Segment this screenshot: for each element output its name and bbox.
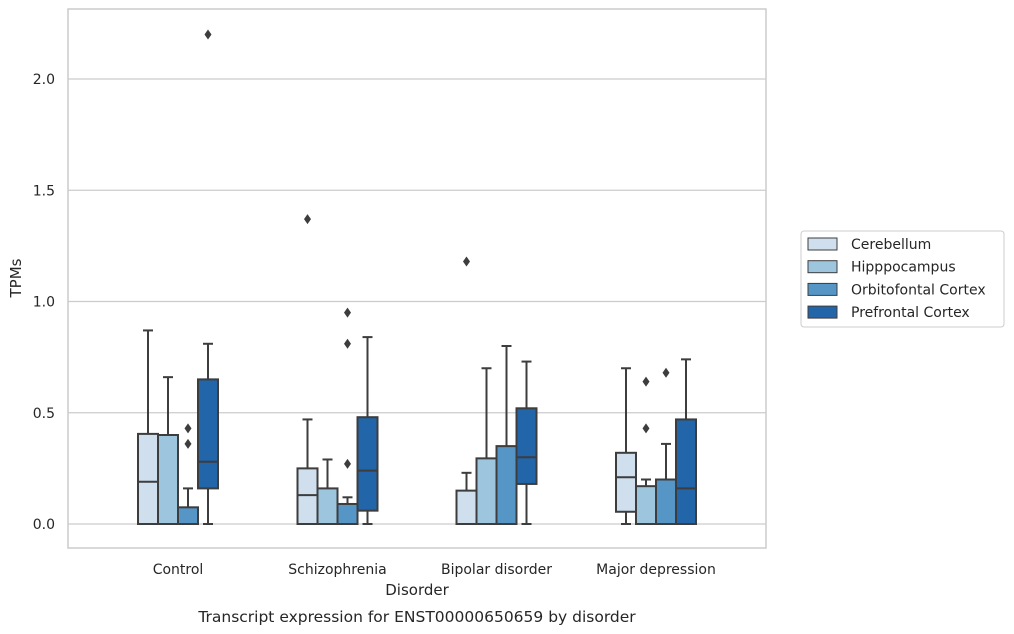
legend: Cerebellum Hipppocampus Orbitofontal Corte…	[800, 230, 1005, 328]
outlier-point	[204, 29, 212, 40]
box-cerebellum	[137, 329, 159, 526]
legend-swatch	[807, 282, 838, 296]
x-tick-label: Schizophrenia	[288, 562, 386, 578]
box-hipppocampus	[316, 458, 339, 525]
box-iqr	[615, 451, 637, 513]
y-axis-title: TPMs	[7, 258, 25, 298]
outlier-point	[642, 376, 650, 387]
plot-frame	[67, 8, 767, 549]
outlier-point	[642, 423, 650, 434]
outlier-point	[344, 307, 351, 318]
plot-area	[68, 9, 766, 548]
outlier-point	[344, 338, 351, 349]
box-iqr	[455, 489, 478, 525]
box-orbitofontal-cortex	[336, 307, 359, 526]
x-tick-label: Control	[153, 562, 204, 578]
y-tick-label: 1.0	[33, 295, 55, 311]
box-iqr	[157, 434, 179, 525]
box-iqr	[316, 487, 339, 525]
y-tick-labels: 0.0 0.5 1.0 1.5 2.0	[33, 72, 55, 533]
x-tick-labels: Control Schizophrenia Bipolar disorder Majo…	[153, 562, 716, 578]
box-iqr	[675, 418, 697, 525]
box-iqr	[475, 457, 498, 525]
box-iqr	[137, 432, 159, 526]
box-hipppocampus	[157, 376, 179, 525]
outlier-point	[184, 423, 192, 434]
outlier-point	[304, 214, 311, 225]
x-axis-title: Disorder	[385, 581, 449, 599]
box-prefrontal-cortex	[197, 29, 219, 525]
y-tick-label: 1.5	[33, 183, 55, 199]
legend-swatch	[807, 260, 838, 274]
box-iqr	[495, 445, 518, 525]
box-iqr	[197, 378, 219, 490]
box-iqr	[177, 506, 199, 525]
box-orbitofontal-cortex	[177, 423, 199, 525]
legend-label: Orbitofontal Cortex	[851, 282, 986, 298]
box-iqr	[356, 416, 379, 512]
outlier-point	[463, 256, 470, 267]
chart-caption: Transcript expression for ENST0000065065…	[197, 608, 636, 626]
outlier-point	[184, 438, 192, 449]
box-iqr	[515, 407, 538, 485]
box-hipppocampus	[635, 376, 657, 525]
y-tick-label: 0.0	[33, 517, 55, 533]
legend-label: Cerebellum	[851, 237, 931, 253]
x-tick-label: Bipolar disorder	[441, 562, 552, 578]
box-iqr	[655, 478, 677, 525]
outlier-point	[344, 458, 351, 469]
x-tick-label: Major depression	[596, 562, 716, 578]
box-orbitofontal-cortex	[495, 345, 518, 525]
box-iqr	[635, 485, 657, 525]
legend-label: Prefrontal Cortex	[851, 305, 970, 321]
box-iqr	[296, 467, 319, 525]
outlier-point	[662, 367, 670, 378]
boxes	[137, 29, 697, 526]
legend-label: Hipppocampus	[851, 260, 956, 276]
y-tick-label: 2.0	[33, 72, 55, 88]
legend-swatch	[807, 305, 838, 319]
y-tick-label: 0.5	[33, 406, 55, 422]
box-iqr	[336, 502, 359, 526]
legend-swatch	[807, 237, 838, 251]
box-cerebellum	[615, 367, 637, 525]
box-prefrontal-cortex	[356, 336, 379, 525]
box-prefrontal-cortex	[675, 358, 697, 525]
legend-frame	[800, 230, 1005, 328]
box-prefrontal-cortex	[515, 360, 538, 525]
